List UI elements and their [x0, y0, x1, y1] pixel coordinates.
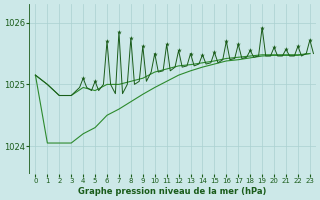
X-axis label: Graphe pression niveau de la mer (hPa): Graphe pression niveau de la mer (hPa)	[78, 187, 267, 196]
